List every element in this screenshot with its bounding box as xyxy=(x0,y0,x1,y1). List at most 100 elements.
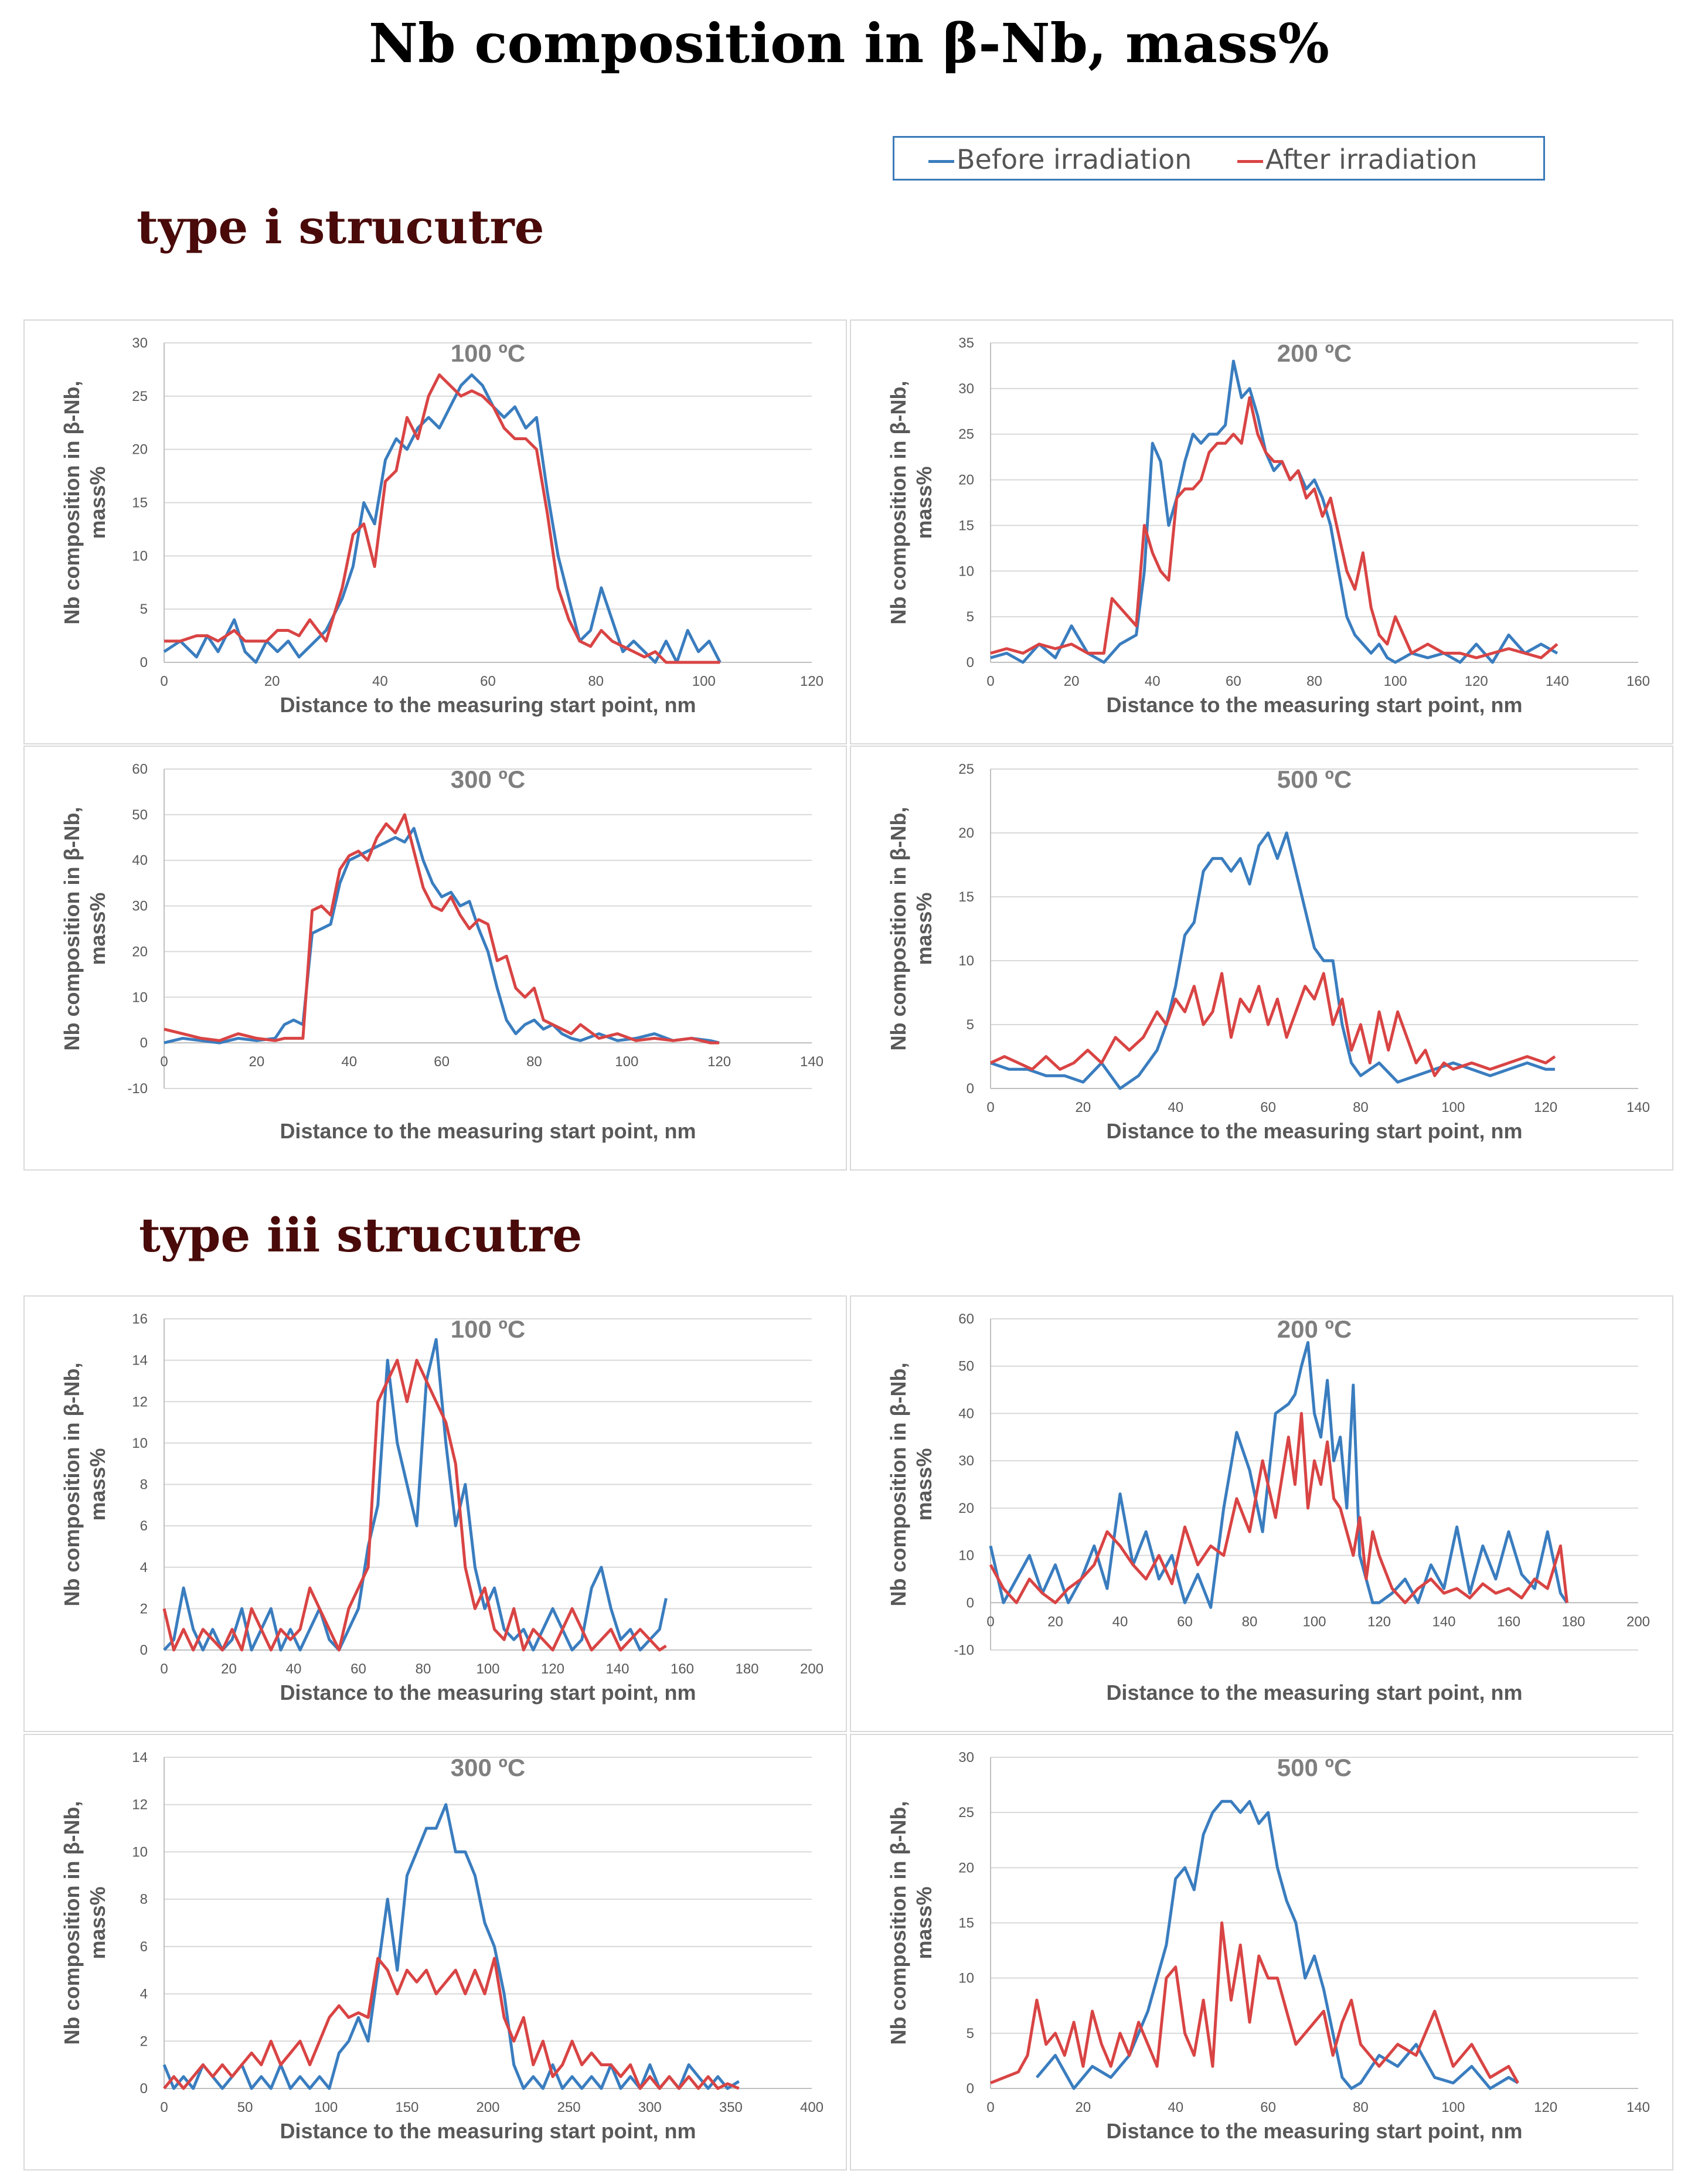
y-tick-label: 20 xyxy=(958,825,974,841)
y-tick-label: 25 xyxy=(132,389,148,404)
chart-title: 100 ºC xyxy=(451,1315,525,1343)
y-tick-label: 30 xyxy=(958,1453,974,1469)
series-line-after xyxy=(164,373,720,664)
x-tick-label: 20 xyxy=(1047,1614,1063,1630)
y-tick-label: 50 xyxy=(958,1359,974,1375)
y-tick-label: 8 xyxy=(140,1477,148,1493)
chart-i-300: -10 0 10 20 30 40 50 60 0 20 40 60 80 100 120 140 300 ºC… xyxy=(23,745,848,1171)
y-tick-label: 12 xyxy=(132,1394,148,1410)
x-tick-label: 60 xyxy=(1177,1614,1193,1630)
x-tick-label: 20 xyxy=(221,1661,237,1677)
y-tick-label: 15 xyxy=(958,1916,974,1931)
x-tick-label: 60 xyxy=(434,1054,450,1070)
chart-legend: Before irradiation After irradiation xyxy=(893,136,1545,181)
y-tick-label: 20 xyxy=(958,472,974,488)
x-tick-label: 160 xyxy=(1626,673,1650,689)
y-axis-label: Nb composition in β-Nb,mass% xyxy=(886,807,936,1051)
chart-panel-iii-100: 0 2 4 6 8 10 12 14 16 0 20 40 60 80 100 120 140 160 180 200… xyxy=(23,1295,848,1735)
series-line-before xyxy=(1035,1799,1519,2090)
chart-frame xyxy=(23,319,848,745)
chart-panel-iii-200: -10 0 10 20 30 40 50 60 0 20 40 60 80 100 120 140 160 180… xyxy=(849,1295,1674,1735)
chart-frame xyxy=(23,1295,848,1733)
x-tick-label: 80 xyxy=(416,1661,431,1677)
y-tick-label: 0 xyxy=(140,2081,148,2097)
chart-iii-200: -10 0 10 20 30 40 50 60 0 20 40 60 80 100 120 140 160 180… xyxy=(849,1295,1674,1733)
chart-iii-300: 0 2 4 6 8 10 12 14 0 50 100 150 200 250 300 350 400 300 º… xyxy=(23,1733,848,2171)
chart-frame xyxy=(23,745,848,1171)
x-tick-label: 0 xyxy=(160,673,168,689)
y-tick-label: 20 xyxy=(958,1501,974,1516)
chart-title: 300 ºC xyxy=(451,766,525,793)
y-tick-label: 15 xyxy=(958,889,974,905)
legend-item-after: After irradiation xyxy=(1237,144,1477,175)
x-tick-label: 300 xyxy=(638,2100,662,2115)
x-tick-label: 20 xyxy=(1064,673,1080,689)
x-tick-label: 80 xyxy=(588,673,604,689)
x-tick-label: 350 xyxy=(719,2100,743,2115)
series-line-after xyxy=(989,972,1556,1077)
x-axis-label: Distance to the measuring start point, n… xyxy=(1106,1119,1522,1143)
x-tick-label: 160 xyxy=(671,1661,694,1677)
y-axis-label: Nb composition in β-Nb,mass% xyxy=(886,381,936,625)
x-tick-label: 250 xyxy=(557,2100,581,2115)
x-tick-label: 200 xyxy=(476,2100,499,2115)
y-tick-label: 16 xyxy=(132,1311,148,1327)
series-line-after xyxy=(990,396,1559,659)
y-tick-label: 35 xyxy=(958,335,974,351)
chart-panel-iii-500: 0 5 10 15 20 25 30 0 20 40 60 80 100 120 140 500 ºC Dist… xyxy=(849,1733,1674,2173)
x-tick-label: 150 xyxy=(395,2100,418,2115)
y-tick-label: 5 xyxy=(140,601,148,617)
x-tick-label: 20 xyxy=(249,1054,265,1070)
y-tick-label: 2 xyxy=(140,1601,148,1617)
y-tick-label: 10 xyxy=(132,1844,148,1860)
y-tick-label: 10 xyxy=(132,989,148,1005)
chart-panel-i-300: -10 0 10 20 30 40 50 60 0 20 40 60 80 100 120 140 300 ºC… xyxy=(23,745,848,1173)
y-axis-label: Nb composition in β-Nb,mass% xyxy=(60,807,110,1051)
chart-frame xyxy=(23,1733,848,2171)
x-axis-label: Distance to the measuring start point, n… xyxy=(280,1680,696,1705)
x-tick-label: 80 xyxy=(1306,673,1322,689)
y-tick-label: 0 xyxy=(967,655,974,671)
x-tick-label: 200 xyxy=(1626,1614,1650,1630)
y-tick-label: 14 xyxy=(132,1353,148,1369)
x-tick-label: 100 xyxy=(314,2100,338,2115)
x-tick-label: 100 xyxy=(1441,2100,1465,2115)
y-tick-label: 30 xyxy=(958,1750,974,1765)
y-tick-label: 15 xyxy=(958,518,974,533)
x-tick-label: 100 xyxy=(476,1661,499,1677)
x-tick-label: 140 xyxy=(1626,1100,1650,1115)
y-axis-label: Nb composition in β-Nb,mass% xyxy=(60,381,110,625)
y-tick-label: 4 xyxy=(140,1560,148,1576)
y-tick-label: 10 xyxy=(132,548,148,564)
x-tick-label: 0 xyxy=(986,1100,994,1115)
x-tick-label: 80 xyxy=(526,1054,542,1070)
x-tick-label: 60 xyxy=(1260,2100,1276,2115)
y-tick-label: 8 xyxy=(140,1892,148,1907)
x-tick-label: 80 xyxy=(1242,1614,1258,1630)
x-tick-label: 80 xyxy=(1353,2100,1369,2115)
x-tick-label: 100 xyxy=(692,673,716,689)
x-axis-label: Distance to the measuring start point, n… xyxy=(280,2119,696,2143)
x-tick-label: 40 xyxy=(1145,673,1161,689)
x-tick-label: 0 xyxy=(986,673,994,689)
y-tick-label: 0 xyxy=(140,1035,148,1051)
x-axis-label: Distance to the measuring start point, n… xyxy=(280,1119,696,1143)
x-tick-label: 40 xyxy=(286,1661,302,1677)
y-tick-label: 50 xyxy=(132,807,148,823)
chart-frame xyxy=(849,1733,1674,2171)
series-line-before xyxy=(990,831,1555,1090)
x-tick-label: 0 xyxy=(986,1614,994,1630)
legend-item-before: Before irradiation xyxy=(928,144,1192,175)
legend-label-after: After irradiation xyxy=(1265,144,1478,175)
x-tick-label: 20 xyxy=(264,673,280,689)
y-tick-label: 10 xyxy=(958,953,974,969)
y-tick-label: 10 xyxy=(132,1435,148,1451)
x-axis-label: Distance to the measuring start point, n… xyxy=(280,693,696,717)
x-tick-label: 160 xyxy=(1497,1614,1520,1630)
x-tick-label: 120 xyxy=(1534,1100,1557,1115)
section-title-type-i: type i strucutre xyxy=(137,199,545,254)
y-tick-label: 4 xyxy=(140,1986,148,2002)
y-tick-label: 10 xyxy=(958,563,974,579)
y-tick-label: 60 xyxy=(132,761,148,777)
